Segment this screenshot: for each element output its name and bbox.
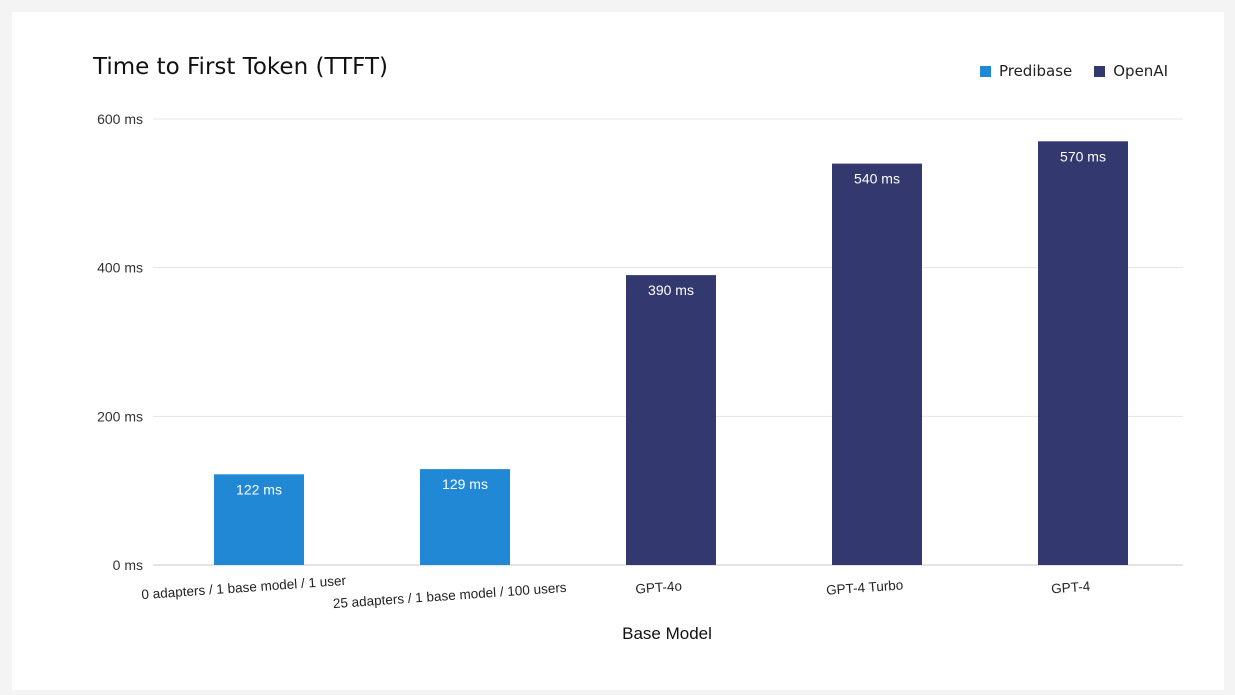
- legend-item-openai: OpenAI: [1094, 62, 1168, 80]
- data-label: 129 ms: [442, 476, 488, 492]
- chart-card: 0 ms 200 ms 400 ms 600 ms 122 ms 0 adapters /…: [12, 12, 1224, 690]
- x-axis-title: Base Model: [622, 624, 712, 643]
- y-tick-label: 200 ms: [97, 408, 143, 424]
- data-label: 390 ms: [648, 282, 694, 298]
- x-tick-label: GPT-4: [1051, 579, 1091, 597]
- legend-swatch-predibase: [979, 65, 991, 77]
- bar: [626, 275, 716, 565]
- legend-label-openai: OpenAI: [1113, 62, 1168, 80]
- data-label: 540 ms: [854, 171, 900, 187]
- y-tick-label: 600 ms: [97, 111, 143, 127]
- legend-swatch-openai: [1094, 65, 1106, 77]
- chart-legend: Predibase OpenAI: [979, 62, 1168, 80]
- x-tick-label: 0 adapters / 1 base model / 1 user: [141, 573, 347, 602]
- x-tick-label: GPT-4 Turbo: [826, 577, 904, 597]
- chart-plot: 0 ms 200 ms 400 ms 600 ms 122 ms 0 adapters /…: [97, 111, 1183, 643]
- bar: [420, 469, 510, 565]
- data-label: 570 ms: [1060, 148, 1106, 164]
- data-label: 122 ms: [236, 481, 282, 497]
- chart-title: Time to First Token (TTFT): [93, 54, 388, 80]
- x-tick-label: 25 adapters / 1 base model / 100 users: [332, 580, 567, 611]
- legend-label-predibase: Predibase: [998, 62, 1073, 80]
- x-tick-label: GPT-4o: [635, 578, 682, 596]
- bar: [1038, 141, 1128, 566]
- bar: [214, 474, 304, 565]
- bar: [832, 163, 922, 565]
- y-tick-label: 400 ms: [97, 260, 143, 276]
- y-tick-label: 0 ms: [113, 557, 143, 573]
- legend-item-predibase: Predibase: [979, 62, 1073, 80]
